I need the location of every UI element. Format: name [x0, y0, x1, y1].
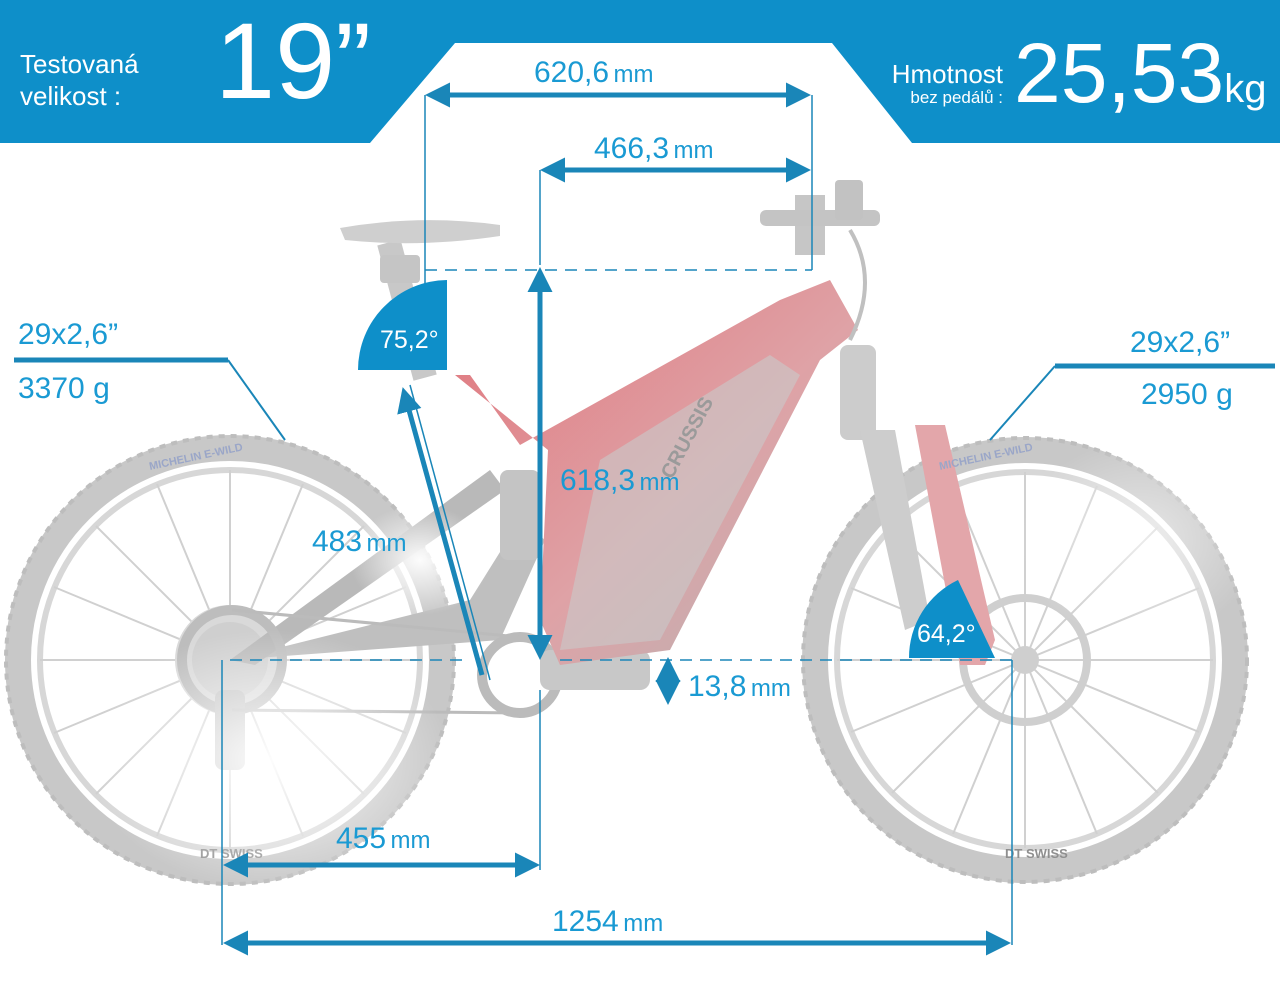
rear-tire-size: 29x2,6”	[18, 318, 119, 351]
seat-tube-angle-label: 75,2°	[380, 326, 439, 354]
wheelbase-label: 1254 mm	[552, 905, 664, 938]
header-bar	[0, 0, 1280, 143]
rear-tire-weight: 3370 g	[18, 372, 110, 405]
weight-label: Hmotnost bez pedálů :	[891, 59, 1003, 107]
weight-value: 25,53kg	[1014, 26, 1267, 120]
seat-tube-arrow	[397, 387, 485, 676]
bb-drop-label: 13,8 mm	[688, 670, 791, 703]
frame	[455, 280, 858, 665]
head-tube-angle-label: 64,2°	[917, 620, 976, 648]
front-wheel	[801, 436, 1249, 884]
fork-cockpit	[760, 180, 995, 665]
tested-size-value: 19”	[215, 0, 372, 121]
reach-label: 466,3 mm	[594, 132, 714, 165]
bike-illustration: CRUSSIS MICHELIN E-WILD MICHELIN E-WILD …	[4, 180, 1260, 890]
front-tire-size: 29x2,6”	[1130, 326, 1231, 359]
seat-angle-sector	[358, 280, 447, 370]
tested-size-label: Testovaná velikost :	[20, 49, 139, 111]
chainstay-length-label: 455 mm	[336, 822, 431, 855]
top-tube-length-label: 620,6 mm	[534, 56, 654, 89]
front-rim-brand-mark: DT SWISS	[1005, 846, 1068, 861]
stack-label: 618,3 mm	[560, 464, 680, 497]
seat-tube-length-label: 483 mm	[312, 525, 407, 558]
front-tire-weight: 2950 g	[1141, 378, 1233, 411]
dimension-lines	[14, 82, 1275, 956]
head-angle-sector	[908, 580, 995, 658]
